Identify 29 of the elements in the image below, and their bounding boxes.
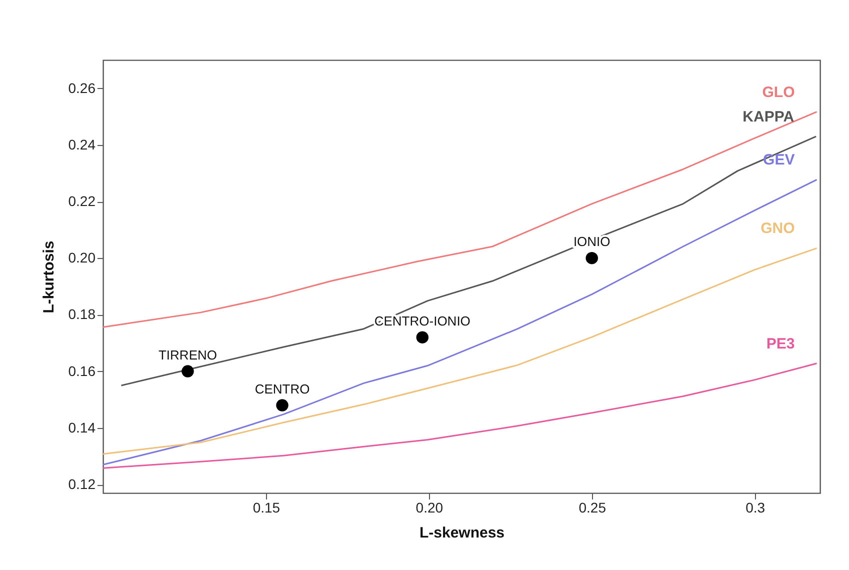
series-label: GNO xyxy=(760,220,796,238)
y-tick-label: 0.14 xyxy=(68,419,96,436)
point xyxy=(182,365,194,378)
line-series xyxy=(103,247,818,455)
x-axis-title: L-skewness xyxy=(419,524,505,542)
line-series xyxy=(103,111,818,328)
x-tick-label: 0.20 xyxy=(416,500,444,516)
y-tick-label: 0.26 xyxy=(68,80,96,96)
point xyxy=(416,331,429,344)
point xyxy=(276,399,288,412)
x-tick-label: 0.25 xyxy=(578,500,606,516)
series-label: PE3 xyxy=(766,335,795,352)
x-tick-label: 0.15 xyxy=(252,500,280,516)
y-tick-label: 0.20 xyxy=(68,250,96,266)
series-label: KAPPA xyxy=(742,108,794,126)
y-tick-label: 0.24 xyxy=(68,136,96,152)
line-series xyxy=(103,362,818,469)
series-label: GEV xyxy=(763,152,795,169)
annotation: TIRRENO xyxy=(158,347,217,362)
y-axis-title: L-kurtosis xyxy=(40,240,58,314)
y-tick-label: 0.16 xyxy=(68,362,96,379)
y-tick-label: 0.18 xyxy=(68,306,96,322)
y-tick-label: 0.12 xyxy=(68,476,96,492)
x-tick-label: 0.3 xyxy=(746,500,766,516)
point xyxy=(586,252,598,264)
series-label: GLO xyxy=(762,84,796,101)
y-tick-label: 0.22 xyxy=(68,193,96,210)
annotation: CENTRO xyxy=(254,381,310,396)
line-series xyxy=(103,178,818,466)
